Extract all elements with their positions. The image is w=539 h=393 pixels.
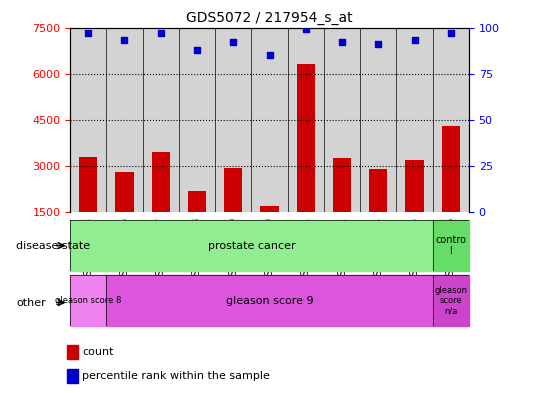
Bar	[188, 191, 206, 212]
Text: count: count	[82, 347, 113, 357]
Point	[410, 37, 419, 44]
Text: contro
l: contro l	[436, 235, 466, 256]
Point	[374, 41, 383, 47]
Point	[338, 39, 347, 46]
Point	[192, 46, 201, 53]
Bar	[369, 169, 388, 212]
Bar	[70, 275, 106, 326]
Bar	[251, 28, 288, 212]
Bar	[433, 28, 469, 212]
Bar	[79, 157, 97, 212]
Bar	[260, 206, 279, 212]
Bar	[179, 28, 215, 212]
Bar	[67, 345, 78, 359]
Bar	[433, 275, 469, 326]
Bar	[215, 28, 251, 212]
Text: gleason score 9: gleason score 9	[226, 296, 313, 306]
Bar	[106, 275, 433, 326]
Text: percentile rank within the sample: percentile rank within the sample	[82, 371, 270, 381]
Bar	[151, 152, 170, 212]
Point	[156, 30, 165, 36]
Bar	[70, 28, 106, 212]
Point	[84, 30, 93, 36]
Text: disease state: disease state	[16, 241, 91, 251]
Bar	[360, 28, 396, 212]
Point	[120, 37, 129, 44]
Point	[301, 26, 310, 33]
Point	[446, 30, 455, 36]
Bar	[396, 28, 433, 212]
Text: prostate cancer: prostate cancer	[208, 241, 295, 251]
Bar	[288, 28, 324, 212]
Text: gleason
score
n/a: gleason score n/a	[434, 286, 467, 316]
Title: GDS5072 / 217954_s_at: GDS5072 / 217954_s_at	[186, 11, 353, 25]
Bar	[405, 160, 424, 212]
Bar	[224, 167, 243, 212]
Bar	[442, 126, 460, 212]
Text: other: other	[16, 298, 46, 308]
Bar	[115, 172, 134, 212]
Bar	[333, 158, 351, 212]
Bar	[143, 28, 179, 212]
Point	[229, 39, 238, 46]
Text: gleason score 8: gleason score 8	[55, 296, 121, 305]
Bar	[324, 28, 360, 212]
Bar	[67, 369, 78, 383]
Bar	[433, 220, 469, 271]
Bar	[296, 64, 315, 212]
Bar	[106, 28, 143, 212]
Point	[265, 52, 274, 58]
